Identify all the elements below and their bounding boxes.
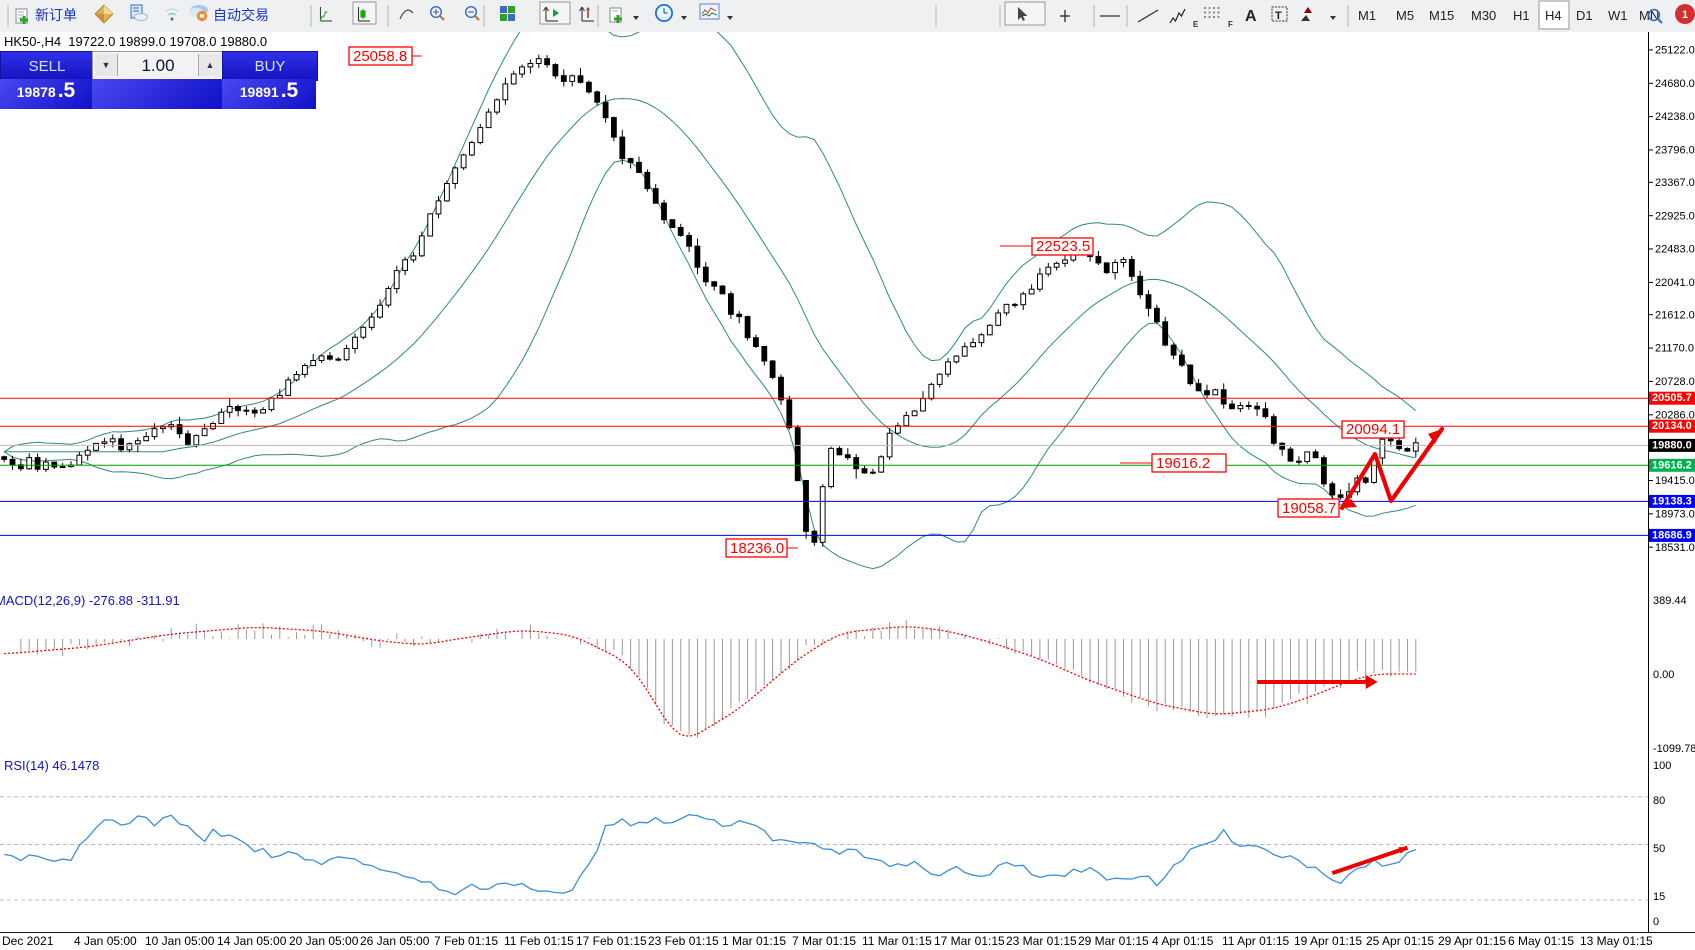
svg-text:25058.8: 25058.8: [353, 48, 407, 65]
svg-text:24680.0: 24680.0: [1655, 78, 1695, 90]
svg-text:23 Feb 01:15: 23 Feb 01:15: [648, 934, 719, 948]
svg-text:22483.0: 22483.0: [1655, 244, 1695, 256]
svg-text:7 Mar 01:15: 7 Mar 01:15: [792, 934, 856, 948]
svg-text:14 Jan 05:00: 14 Jan 05:00: [217, 934, 287, 948]
svg-text:100: 100: [1653, 760, 1671, 772]
svg-text:E: E: [1193, 20, 1199, 29]
svg-text:23796.0: 23796.0: [1655, 145, 1695, 157]
svg-text:20134.0: 20134.0: [1652, 420, 1692, 432]
svg-text:22925.0: 22925.0: [1655, 210, 1695, 222]
svg-text:1 Mar 01:15: 1 Mar 01:15: [722, 934, 786, 948]
svg-text:F: F: [1228, 20, 1233, 29]
svg-text:H1: H1: [1513, 8, 1530, 23]
svg-text:13 May 01:15: 13 May 01:15: [1580, 934, 1653, 948]
svg-text:-1099.78: -1099.78: [1653, 743, 1695, 755]
svg-text:50: 50: [1653, 843, 1665, 855]
svg-text:21170.0: 21170.0: [1655, 343, 1694, 355]
svg-text:20505.7: 20505.7: [1652, 392, 1692, 404]
svg-text:4 Apr 01:15: 4 Apr 01:15: [1152, 934, 1214, 948]
svg-text:17 Mar 01:15: 17 Mar 01:15: [934, 934, 1005, 948]
svg-text:17 Feb 01:15: 17 Feb 01:15: [576, 934, 647, 948]
svg-text:11 Feb 01:15: 11 Feb 01:15: [504, 934, 574, 948]
svg-text:19616.2: 19616.2: [1652, 459, 1692, 471]
svg-text:18686.9: 18686.9: [1652, 529, 1692, 541]
svg-text:A: A: [1245, 8, 1257, 25]
svg-text:19415.0: 19415.0: [1655, 475, 1695, 487]
svg-text:22041.0: 22041.0: [1655, 277, 1695, 289]
svg-text:21612.0: 21612.0: [1655, 309, 1695, 321]
svg-text:M5: M5: [1396, 8, 1414, 23]
svg-text:Dec 2021: Dec 2021: [2, 934, 54, 948]
svg-text:11 Apr 01:15: 11 Apr 01:15: [1222, 934, 1289, 948]
svg-text:M15: M15: [1429, 8, 1454, 23]
svg-text:19 Apr 01:15: 19 Apr 01:15: [1294, 934, 1362, 948]
svg-text:22523.5: 22523.5: [1036, 238, 1090, 255]
svg-text:18236.0: 18236.0: [730, 540, 784, 557]
svg-text:18973.0: 18973.0: [1655, 508, 1695, 520]
svg-text:19058.7: 19058.7: [1282, 500, 1336, 517]
svg-text:H4: H4: [1545, 8, 1562, 23]
svg-text:25 Apr 01:15: 25 Apr 01:15: [1366, 934, 1434, 948]
svg-text:0.00: 0.00: [1653, 669, 1674, 681]
svg-text:80: 80: [1653, 795, 1665, 807]
svg-text:29 Apr 01:15: 29 Apr 01:15: [1438, 934, 1506, 948]
svg-text:20728.0: 20728.0: [1655, 376, 1695, 388]
svg-text:1: 1: [1682, 9, 1688, 21]
svg-text:25122.0: 25122.0: [1655, 45, 1695, 57]
svg-text:23 Mar 01:15: 23 Mar 01:15: [1006, 934, 1077, 948]
svg-text:19138.3: 19138.3: [1652, 495, 1692, 507]
svg-text:19616.2: 19616.2: [1156, 455, 1210, 472]
svg-text:6 May 01:15: 6 May 01:15: [1508, 934, 1574, 948]
svg-text:T: T: [1275, 10, 1282, 22]
svg-text:4 Jan 05:00: 4 Jan 05:00: [74, 934, 137, 948]
svg-text:26 Jan 05:00: 26 Jan 05:00: [360, 934, 430, 948]
svg-text:新订单: 新订单: [35, 7, 77, 23]
svg-text:M1: M1: [1358, 8, 1376, 23]
svg-text:D1: D1: [1576, 8, 1593, 23]
svg-text:18531.0: 18531.0: [1655, 542, 1695, 554]
svg-text:23367.0: 23367.0: [1655, 177, 1695, 189]
svg-text:15: 15: [1653, 891, 1665, 903]
svg-text:M30: M30: [1471, 8, 1496, 23]
svg-text:24238.0: 24238.0: [1655, 111, 1695, 123]
svg-text:W1: W1: [1608, 8, 1628, 23]
svg-text:19880.0: 19880.0: [1652, 439, 1692, 451]
svg-text:20094.1: 20094.1: [1346, 421, 1400, 438]
svg-text:20 Jan 05:00: 20 Jan 05:00: [289, 934, 359, 948]
svg-text:自动交易: 自动交易: [213, 7, 269, 23]
svg-text:7 Feb 01:15: 7 Feb 01:15: [434, 934, 498, 948]
svg-text:389.44: 389.44: [1653, 595, 1687, 607]
svg-text:11 Mar 01:15: 11 Mar 01:15: [862, 934, 932, 948]
svg-text:29 Mar 01:15: 29 Mar 01:15: [1078, 934, 1149, 948]
svg-text:0: 0: [1653, 916, 1659, 928]
svg-text:10 Jan 05:00: 10 Jan 05:00: [145, 934, 215, 948]
